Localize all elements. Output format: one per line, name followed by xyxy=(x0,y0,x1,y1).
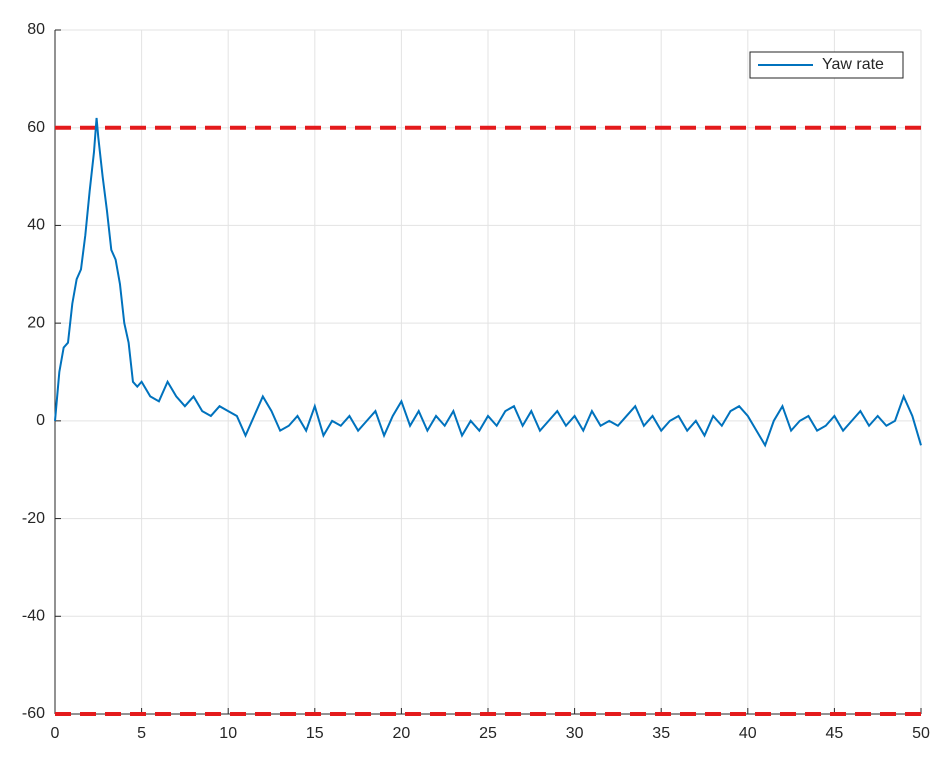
x-tick-label: 20 xyxy=(393,725,411,742)
x-tick-label: 50 xyxy=(912,725,930,742)
x-tick-label: 5 xyxy=(137,725,146,742)
y-tick-label: -40 xyxy=(22,608,45,625)
y-tick-label: 20 xyxy=(27,314,45,331)
y-tick-label: 60 xyxy=(27,119,45,136)
y-tick-label: -60 xyxy=(22,705,45,722)
x-tick-label: 40 xyxy=(739,725,757,742)
x-tick-label: 45 xyxy=(826,725,844,742)
legend-label: Yaw rate xyxy=(822,56,884,73)
y-tick-label: 80 xyxy=(27,21,45,38)
y-tick-label: 0 xyxy=(36,412,45,429)
x-tick-label: 35 xyxy=(652,725,670,742)
data-line xyxy=(54,117,922,448)
x-tick-label: 0 xyxy=(51,725,60,742)
x-tick-label: 25 xyxy=(479,725,497,742)
y-tick-label: -20 xyxy=(22,510,45,527)
x-tick-label: 10 xyxy=(219,725,237,742)
y-tick-label: 40 xyxy=(27,217,45,234)
x-tick-label: 15 xyxy=(306,725,324,742)
x-tick-label: 30 xyxy=(566,725,584,742)
